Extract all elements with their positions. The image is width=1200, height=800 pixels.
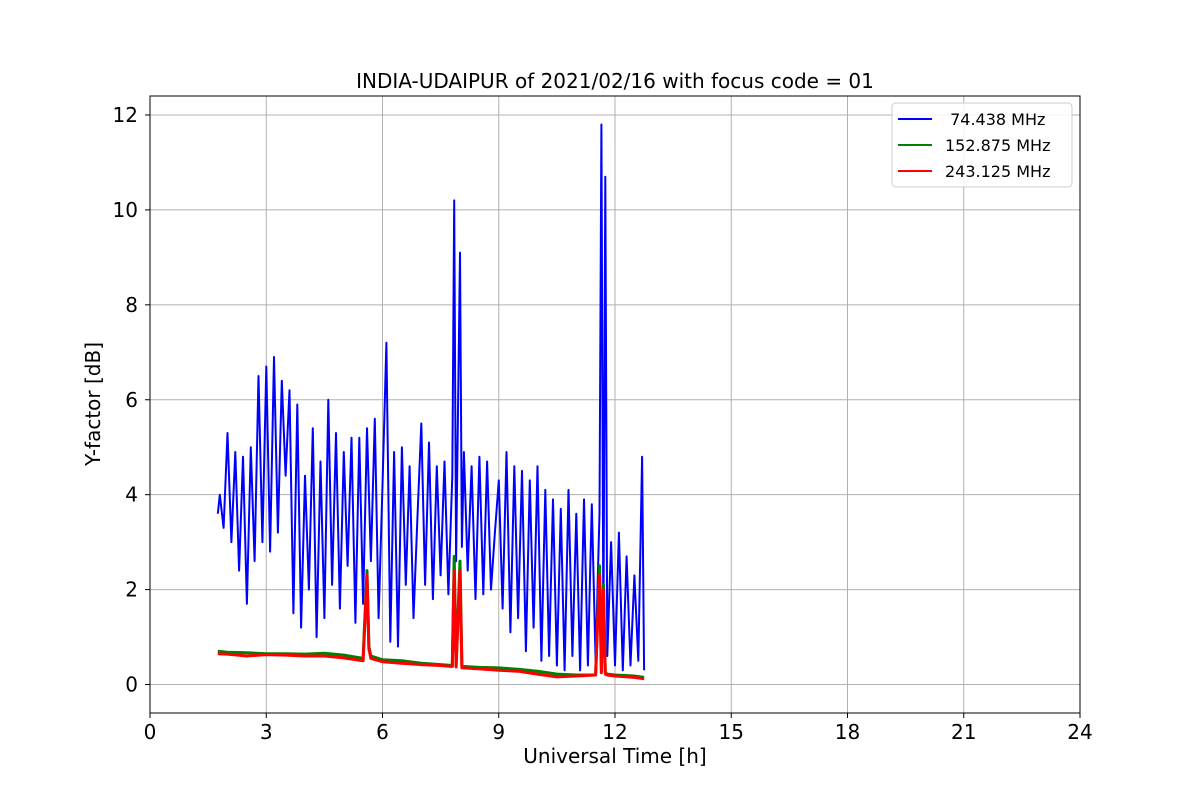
y-tick-label: 8 [125, 293, 138, 317]
legend-label-1: 74.438 MHz [945, 110, 1045, 129]
x-axis-ticks: 0 3 6 9 12 15 18 21 24 [144, 713, 1093, 744]
y-tick-label: 12 [113, 103, 138, 127]
y-axis-ticks: 0 2 4 6 8 10 12 [113, 103, 150, 697]
x-tick-label: 3 [260, 720, 273, 744]
series-group [216, 123, 646, 681]
legend-box [891, 102, 1073, 188]
legend-label-2: 152.875 MHz [945, 136, 1050, 155]
x-tick-label: 6 [376, 720, 389, 744]
x-tick-label: 24 [1067, 720, 1092, 744]
legend-label-3: 243.125 MHz [945, 162, 1050, 181]
x-tick-label: 0 [144, 720, 157, 744]
y-axis-label: Y-factor [dB] [81, 342, 105, 467]
y-tick-label: 6 [125, 388, 138, 412]
legend: 74.438 MHz 152.875 MHz 243.125 MHz [891, 102, 1073, 188]
chart-title: INDIA-UDAIPUR of 2021/02/16 with focus c… [356, 69, 874, 93]
series-line-3 [217, 569, 645, 681]
x-tick-label: 18 [835, 720, 860, 744]
x-tick-label: 9 [492, 720, 505, 744]
x-tick-label: 21 [951, 720, 976, 744]
x-tick-label: 12 [602, 720, 627, 744]
y-tick-label: 2 [125, 578, 138, 602]
y-tick-label: 4 [125, 483, 138, 507]
y-tick-label: 10 [113, 198, 138, 222]
series-line-1 [216, 123, 646, 672]
y-tick-label: 0 [125, 673, 138, 697]
x-tick-label: 15 [719, 720, 744, 744]
x-axis-label: Universal Time [h] [523, 744, 706, 768]
